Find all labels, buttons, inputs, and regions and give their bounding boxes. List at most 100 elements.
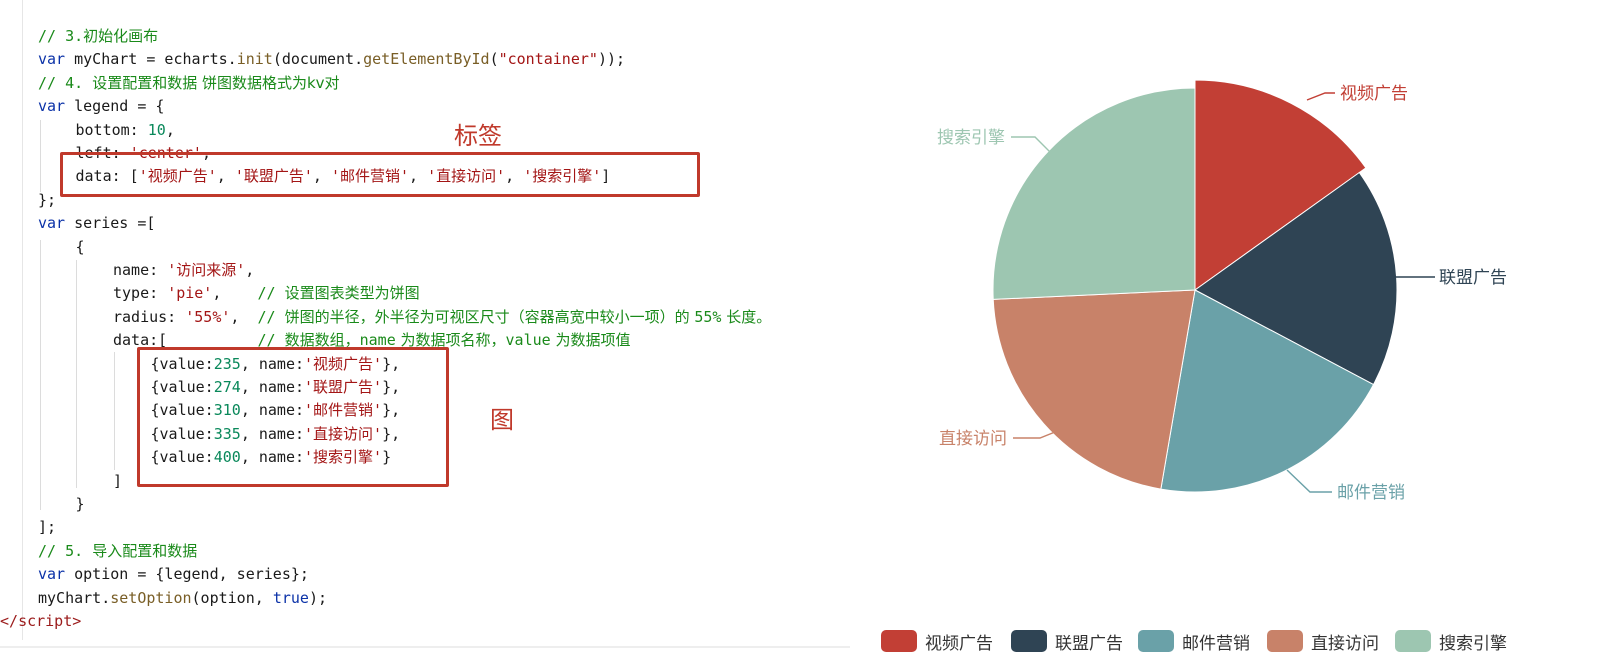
- code-token: , name:: [240, 401, 305, 420]
- code-token: '搜索引擎': [523, 167, 602, 186]
- code-token: radius:: [113, 307, 186, 326]
- code-token: var: [38, 50, 66, 69]
- code-token: ];: [38, 518, 57, 537]
- code-token: 为数据项值: [550, 331, 631, 350]
- code-token: },: [382, 401, 401, 420]
- code-token: 设置图表类型为饼图: [284, 284, 420, 303]
- slice-label: 搜索引擎: [937, 128, 1005, 148]
- code-token: true: [272, 588, 309, 607]
- code-token: '55%': [185, 307, 231, 326]
- legend-item[interactable]: 直接访问: [1267, 628, 1379, 654]
- code-line: ]: [113, 471, 122, 491]
- label-leader-line: [1306, 92, 1335, 101]
- code-line: }: [76, 494, 85, 514]
- code-token: myChart = echarts.: [65, 50, 237, 69]
- legend-label: 联盟广告: [1055, 633, 1123, 654]
- code-token: '邮件营销': [304, 401, 383, 420]
- editor-gutter-line: [22, 0, 23, 640]
- code-line: // 3.初始化画布: [38, 26, 158, 46]
- code-line: var legend = {: [38, 96, 164, 116]
- code-token: option = {legend, series};: [65, 565, 309, 584]
- code-token: 310: [213, 401, 241, 420]
- code-token: 设置配置和数据 饼图数据格式为kv对: [92, 73, 340, 92]
- code-token: '联盟广告': [304, 378, 383, 396]
- code-token: data:[: [113, 331, 168, 350]
- indent-guide: [40, 120, 41, 192]
- code-line: // 5. 导入配置和数据: [38, 541, 197, 561]
- code-token: "container": [498, 50, 598, 69]
- code-line: {: [76, 237, 85, 257]
- legend-swatch: [1011, 630, 1047, 652]
- code-token: }: [75, 495, 85, 513]
- indent-guide: [40, 240, 41, 510]
- pie-slice[interactable]: [1194, 79, 1367, 291]
- code-token: 长度。: [721, 307, 772, 326]
- code-token: </: [0, 612, 19, 630]
- legend-item[interactable]: 搜索引擎: [1395, 628, 1507, 654]
- code-line: myChart.setOption(option, true);: [38, 588, 327, 608]
- code-token: legend = {: [65, 97, 165, 116]
- code-token: '搜索引擎': [304, 448, 383, 467]
- data-highlight-box: [137, 347, 449, 487]
- code-line: bottom: 10,: [76, 120, 175, 140]
- code-token: getElementById: [363, 50, 490, 69]
- code-token: {value:: [150, 448, 214, 467]
- label-leader-line: [1286, 469, 1332, 493]
- pie-chart-panel: 视频广告 联盟广告 邮件营销 直接访问 搜索引擎 视频广告 联盟广告 邮件营销 直接访问 搜索引…: [855, 0, 1608, 668]
- slice-label: 视频广告: [1340, 84, 1408, 104]
- slice-label: 直接访问: [939, 429, 1007, 449]
- code-token: init: [236, 50, 273, 69]
- code-token: (: [489, 50, 499, 69]
- code-token: ]: [113, 471, 123, 490]
- code-token: {: [75, 237, 85, 256]
- legend-swatch: [1395, 630, 1431, 652]
- code-token: name:: [113, 261, 168, 279]
- label-leader-line: [1013, 429, 1061, 439]
- code-line: var myChart = echarts.init(document.getE…: [38, 49, 625, 69]
- code-token: , name:: [240, 378, 305, 396]
- code-token: //: [257, 284, 285, 303]
- pie-slice[interactable]: [992, 289, 1196, 490]
- code-line: {value:310, name:'邮件营销'},: [151, 400, 401, 420]
- code-line: {value:274, name:'联盟广告'},: [151, 377, 401, 397]
- code-token: myChart.: [38, 588, 111, 607]
- code-token: var: [38, 565, 66, 584]
- legend-label: 搜索引擎: [1439, 633, 1507, 654]
- pie-slice[interactable]: [992, 87, 1196, 300]
- code-line: {value:235, name:'视频广告'},: [151, 354, 401, 374]
- legend-item[interactable]: 视频广告: [881, 628, 993, 654]
- legend-item[interactable]: 联盟广告: [1011, 628, 1123, 654]
- code-token: '视频广告': [304, 354, 383, 373]
- code-token: >: [72, 612, 82, 630]
- code-token: },: [382, 378, 401, 396]
- code-token: // 3.: [38, 27, 84, 45]
- code-token: // 5.: [38, 541, 93, 560]
- code-token: (option,: [191, 588, 273, 607]
- slice-label: 邮件营销: [1337, 483, 1405, 503]
- indent-guide: [76, 260, 77, 488]
- code-token: {value:: [150, 354, 214, 373]
- legend-item[interactable]: 邮件营销: [1138, 628, 1250, 654]
- pie-slice[interactable]: [1160, 289, 1375, 493]
- code-token: {value:: [150, 424, 214, 443]
- label-leader-line: [1011, 136, 1051, 153]
- code-token: 400: [213, 448, 241, 467]
- code-token: '邮件营销': [330, 167, 410, 186]
- code-token: var: [38, 214, 66, 233]
- code-token: };: [38, 190, 57, 209]
- code-token: //: [257, 331, 285, 350]
- code-token: , name:: [240, 424, 305, 443]
- code-token: name: [359, 331, 396, 350]
- code-token: ,: [312, 167, 331, 186]
- code-token: ,: [165, 120, 175, 139]
- code-token: 274: [213, 378, 241, 396]
- code-token: bottom:: [75, 120, 148, 139]
- code-token: 为数据项名称，: [395, 331, 506, 350]
- code-line: data: ['视频广告', '联盟广告', '邮件营销', '直接访问', '…: [76, 166, 611, 186]
- code-token: , name:: [240, 448, 305, 467]
- code-token: '联盟广告': [234, 167, 313, 186]
- code-token: series =[: [65, 214, 156, 233]
- legend-label: 视频广告: [925, 633, 993, 654]
- code-token: , name:: [240, 354, 305, 373]
- code-token: ));: [597, 50, 626, 69]
